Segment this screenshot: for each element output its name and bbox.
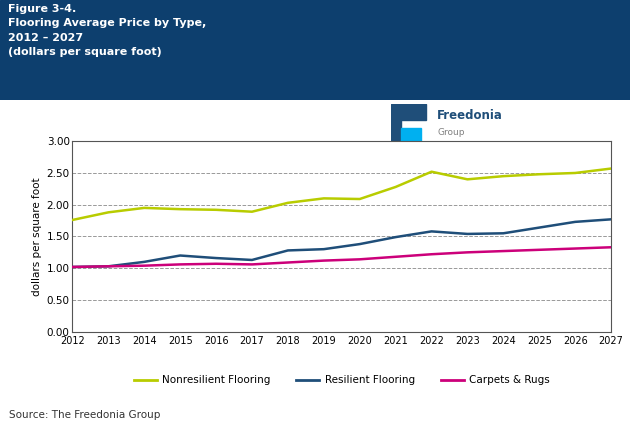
- Legend: Nonresilient Flooring, Resilient Flooring, Carpets & Rugs: Nonresilient Flooring, Resilient Floorin…: [130, 371, 554, 389]
- Bar: [401, 104, 426, 120]
- Text: Freedonia: Freedonia: [437, 109, 503, 122]
- Text: Group: Group: [437, 128, 464, 137]
- Bar: [391, 104, 401, 142]
- Y-axis label: dollars per square foot: dollars per square foot: [32, 177, 42, 296]
- Text: Source: The Freedonia Group: Source: The Freedonia Group: [9, 410, 161, 420]
- Bar: [401, 128, 421, 142]
- Text: Figure 3-4.
Flooring Average Price by Type,
2012 – 2027
(dollars per square foot: Figure 3-4. Flooring Average Price by Ty…: [8, 4, 206, 57]
